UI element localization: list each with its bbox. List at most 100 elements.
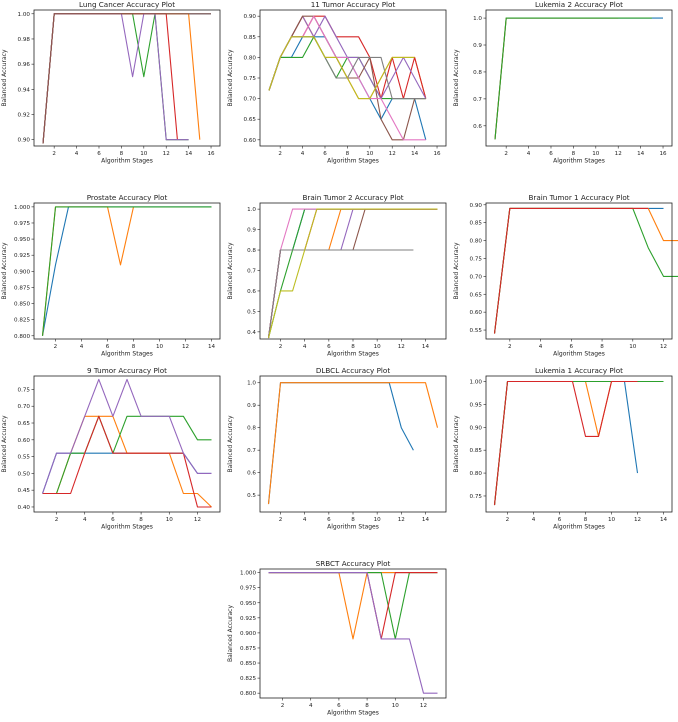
chart-2-series-1 xyxy=(494,17,619,140)
chart-0-xtick-label: 14 xyxy=(185,151,193,157)
chart-3-series-1 xyxy=(41,206,135,336)
chart-4-series-3 xyxy=(267,208,438,339)
chart-8-title: Lukemia 1 Accuracy Plot xyxy=(535,366,623,375)
chart-7-xtick-label: 8 xyxy=(351,517,355,523)
chart-0-series-4 xyxy=(42,13,189,144)
chart-5-series-3 xyxy=(493,207,649,334)
chart-0-xtick-label: 16 xyxy=(207,151,215,157)
chart-0-xtick-label: 6 xyxy=(97,151,101,157)
prostate-chart: Prostate Accuracy Plot 2 4 6 8 10 12 14 0.800 0.8… xyxy=(1,193,221,358)
chart-1-series-7 xyxy=(268,36,426,100)
chart-4-series-6 xyxy=(267,208,438,339)
chart-1-xtick-label: 16 xyxy=(433,151,441,157)
chart-3-xtick-label: 14 xyxy=(208,344,216,350)
chart-1-xtick-label: 8 xyxy=(346,151,350,157)
chart-9-xtick-label: 6 xyxy=(337,703,341,709)
chart-5-ytick-label: 0.80 xyxy=(470,239,483,245)
chart-0-series-0 xyxy=(42,13,211,144)
chart-8-series-0 xyxy=(493,380,639,506)
chart-0-series-5 xyxy=(42,13,211,144)
chart-9-ytick-label: 0.900 xyxy=(240,631,256,637)
chart-4-title: Brain Tumor 2 Accuracy Plot xyxy=(302,193,403,202)
lung-cancer-chart: Lung Cancer Accuracy Plot 2 4 6 8 10 12 14 16 0.9… xyxy=(1,0,221,165)
chart-4-xtick-label: 2 xyxy=(279,344,283,350)
chart-5-series-0 xyxy=(493,207,664,334)
chart-4-xtick-label: 12 xyxy=(398,344,405,350)
chart-8-xtick-label: 6 xyxy=(558,517,562,523)
chart-7-plot-frame xyxy=(259,375,447,513)
chart-9-title: SRBCT Accuracy Plot xyxy=(316,559,391,568)
chart-5-xlabel: Algorithm Stages xyxy=(553,351,605,358)
chart-4-ytick-label: 0.4 xyxy=(247,330,256,336)
chart-0-ytick-label: 0.90 xyxy=(18,138,31,144)
chart-3-title: Prostate Accuracy Plot xyxy=(87,193,168,202)
chart-7-xtick-label: 6 xyxy=(327,517,331,523)
chart-0-ytick-label: 0.96 xyxy=(18,62,31,68)
chart-5-ytick-label: 0.60 xyxy=(470,310,483,316)
chart-6-xtick-label: 12 xyxy=(194,517,201,523)
chart-7-ytick-label: 0.7 xyxy=(247,448,256,454)
chart-2-xtick-label: 6 xyxy=(549,151,553,157)
chart-0-ytick-label: 0.94 xyxy=(18,87,31,93)
chart-2-xtick-label: 8 xyxy=(572,151,576,157)
chart-8-ytick-label: 0.95 xyxy=(470,402,483,408)
chart-3-ytick-label: 0.825 xyxy=(14,318,30,324)
chart-5-plot-frame xyxy=(485,202,673,340)
chart-3-ylabel: Balanced Accuracy xyxy=(1,242,8,299)
chart-6-ytick-label: 0.55 xyxy=(18,455,31,461)
chart-3-plot-frame xyxy=(33,202,221,340)
chart-4-ytick-label: 0.5 xyxy=(247,309,256,315)
chart-8-xtick-label: 14 xyxy=(660,517,668,523)
chart-0-xtick-label: 4 xyxy=(75,151,79,157)
chart-3-xtick-label: 2 xyxy=(54,344,58,350)
chart-3-ytick-label: 0.875 xyxy=(14,285,30,291)
chart-6-xlabel: Algorithm Stages xyxy=(101,524,153,531)
chart-9-series-2 xyxy=(268,572,438,640)
chart-8-xtick-label: 8 xyxy=(584,517,588,523)
chart-5-ylabel: Balanced Accuracy xyxy=(453,242,460,299)
chart-5-xtick-label: 12 xyxy=(660,344,667,350)
chart-4-ytick-label: 0.8 xyxy=(247,248,256,254)
chart-8-ylabel: Balanced Accuracy xyxy=(453,415,460,472)
chart-4-xtick-label: 10 xyxy=(374,344,382,350)
chart-4-series-2 xyxy=(267,208,438,339)
chart-4-xlabel: Algorithm Stages xyxy=(327,351,379,358)
chart-0-series-2 xyxy=(42,13,189,144)
chart-8-xtick-label: 10 xyxy=(608,517,616,523)
chart-2-plot-frame xyxy=(485,9,673,147)
chart-0-xtick-label: 10 xyxy=(140,151,148,157)
chart-8-ytick-label: 0.90 xyxy=(470,425,483,431)
chart-6-series-4 xyxy=(41,378,212,494)
chart-7-ytick-label: 0.9 xyxy=(247,403,256,409)
chart-9-xtick-label: 4 xyxy=(309,703,313,709)
lukemia-2-chart: Lukemia 2 Accuracy Plot 2 4 6 8 10 12 14 16 0.6 0.… xyxy=(453,0,673,165)
chart-3-ytick-label: 0.800 xyxy=(14,334,30,340)
chart-0-xtick-label: 8 xyxy=(120,151,124,157)
chart-2-xtick-label: 12 xyxy=(615,151,622,157)
chart-4-series-4 xyxy=(267,208,438,339)
chart-3-series-2 xyxy=(41,206,212,336)
chart-0-title: Lung Cancer Accuracy Plot xyxy=(79,0,175,9)
chart-1-xtick-label: 2 xyxy=(278,151,282,157)
chart-3-ytick-label: 0.925 xyxy=(14,253,30,259)
chart-3-ytick-label: 0.850 xyxy=(14,302,30,308)
chart-6-ytick-label: 0.75 xyxy=(18,387,31,393)
chart-1-ytick-label: 0.65 xyxy=(244,117,257,123)
chart-7-xtick-label: 10 xyxy=(374,517,382,523)
chart-5-xtick-label: 4 xyxy=(539,344,543,350)
chart-7-title: DLBCL Accuracy Plot xyxy=(316,366,390,375)
chart-9-xtick-label: 10 xyxy=(392,703,400,709)
chart-1-ytick-label: 0.75 xyxy=(244,76,257,82)
chart-6-ytick-label: 0.50 xyxy=(18,471,31,477)
chart-1-ylabel: Balanced Accuracy xyxy=(227,49,234,106)
chart-5-ytick-label: 0.90 xyxy=(470,203,483,209)
chart-6-ytick-label: 0.70 xyxy=(18,404,31,410)
chart-7-xtick-label: 2 xyxy=(279,517,283,523)
chart-0-xlabel: Algorithm Stages xyxy=(101,158,153,165)
chart-8-ytick-label: 1.00 xyxy=(470,379,483,385)
chart-9-ytick-label: 0.825 xyxy=(240,676,256,682)
chart-2-xtick-label: 4 xyxy=(527,151,531,157)
chart-5-xtick-label: 10 xyxy=(629,344,637,350)
chart-1-xtick-label: 10 xyxy=(366,151,374,157)
